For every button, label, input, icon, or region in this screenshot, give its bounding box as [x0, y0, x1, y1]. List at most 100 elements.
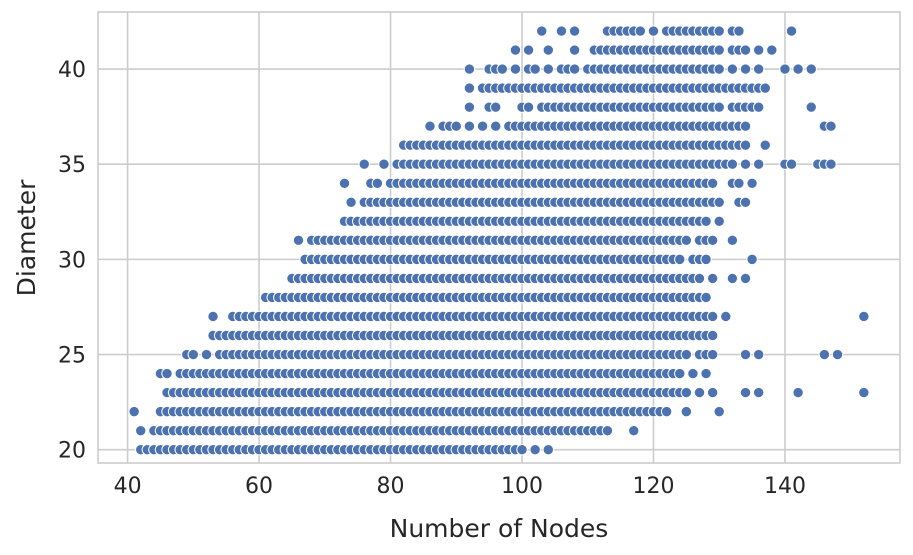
data-point	[529, 443, 541, 456]
data-point	[733, 25, 745, 37]
data-point	[187, 348, 200, 361]
data-point	[536, 25, 548, 37]
x-tick-label: 60	[245, 474, 273, 499]
y-tick-label: 25	[58, 344, 86, 369]
data-point	[739, 120, 752, 132]
data-point	[463, 82, 476, 94]
data-point	[766, 44, 778, 56]
data-point	[831, 348, 844, 361]
data-point	[542, 44, 555, 56]
data-point	[555, 25, 568, 37]
data-point	[746, 177, 758, 189]
data-point	[292, 234, 305, 247]
data-point	[135, 424, 147, 437]
y-tick-label: 20	[58, 439, 86, 464]
data-point	[687, 367, 699, 380]
data-point	[674, 367, 686, 380]
data-point	[752, 44, 765, 56]
data-point	[693, 386, 706, 399]
x-tick-labels: 40 60 80 100 120 140	[114, 474, 806, 499]
data-point	[496, 63, 508, 75]
data-point	[785, 158, 798, 170]
data-point	[706, 348, 719, 361]
data-point	[706, 272, 719, 285]
data-point	[680, 348, 693, 361]
x-tick-label: 80	[377, 474, 405, 499]
data-point	[752, 101, 765, 113]
data-point	[378, 158, 390, 170]
data-point	[805, 63, 817, 75]
x-tick-label: 40	[114, 474, 142, 499]
data-point	[739, 196, 752, 208]
data-point	[713, 63, 725, 75]
data-point	[713, 405, 725, 418]
data-point	[516, 443, 528, 456]
data-point	[529, 63, 541, 75]
data-point	[713, 25, 725, 37]
data-point	[739, 158, 752, 170]
data-point	[752, 158, 765, 170]
y-tick-label: 35	[58, 153, 86, 178]
data-point	[128, 405, 140, 418]
data-point	[647, 25, 660, 37]
data-point	[490, 120, 502, 132]
data-point	[805, 101, 817, 113]
data-point	[706, 310, 719, 323]
data-point	[720, 310, 732, 323]
data-point	[490, 101, 502, 113]
data-point	[700, 253, 712, 266]
data-point	[792, 386, 804, 399]
data-point	[713, 196, 725, 208]
data-point	[424, 120, 436, 132]
data-point	[476, 120, 489, 132]
data-point	[509, 63, 522, 75]
data-point	[706, 386, 719, 399]
data-point	[726, 158, 739, 170]
data-point	[568, 63, 581, 75]
plot-frame	[97, 11, 901, 464]
data-point	[207, 310, 219, 323]
data-point	[825, 120, 837, 132]
data-point	[825, 158, 837, 170]
data-point	[759, 82, 771, 94]
data-point	[542, 63, 555, 75]
data-point	[522, 101, 535, 113]
data-point	[858, 386, 870, 399]
data-point	[463, 101, 476, 113]
data-point	[746, 253, 758, 266]
data-point	[693, 272, 706, 285]
data-point	[739, 63, 752, 75]
data-point	[345, 196, 357, 208]
y-tick-label: 30	[58, 248, 86, 273]
data-point	[726, 234, 739, 247]
data-point	[779, 63, 791, 75]
data-point	[161, 367, 173, 380]
data-point	[752, 386, 765, 399]
data-point	[739, 44, 752, 56]
y-axis-label: Diameter	[12, 179, 41, 296]
data-point	[463, 120, 476, 132]
data-point	[818, 348, 831, 361]
data-point	[568, 44, 581, 56]
data-point	[752, 348, 765, 361]
data-point	[726, 63, 739, 75]
data-point	[200, 348, 213, 361]
data-point	[680, 386, 693, 399]
data-point	[706, 329, 719, 342]
data-point	[674, 253, 686, 266]
data-point	[752, 63, 765, 75]
data-point	[706, 177, 719, 189]
data-point	[568, 25, 581, 37]
data-point	[726, 272, 739, 285]
data-point	[739, 348, 752, 361]
data-point	[706, 234, 719, 247]
data-point	[371, 177, 384, 189]
data-point	[601, 424, 614, 437]
data-point	[628, 424, 640, 437]
data-point	[450, 120, 462, 132]
data-point	[739, 139, 752, 151]
data-point	[785, 25, 798, 37]
data-point	[700, 291, 712, 304]
data-point	[358, 158, 370, 170]
